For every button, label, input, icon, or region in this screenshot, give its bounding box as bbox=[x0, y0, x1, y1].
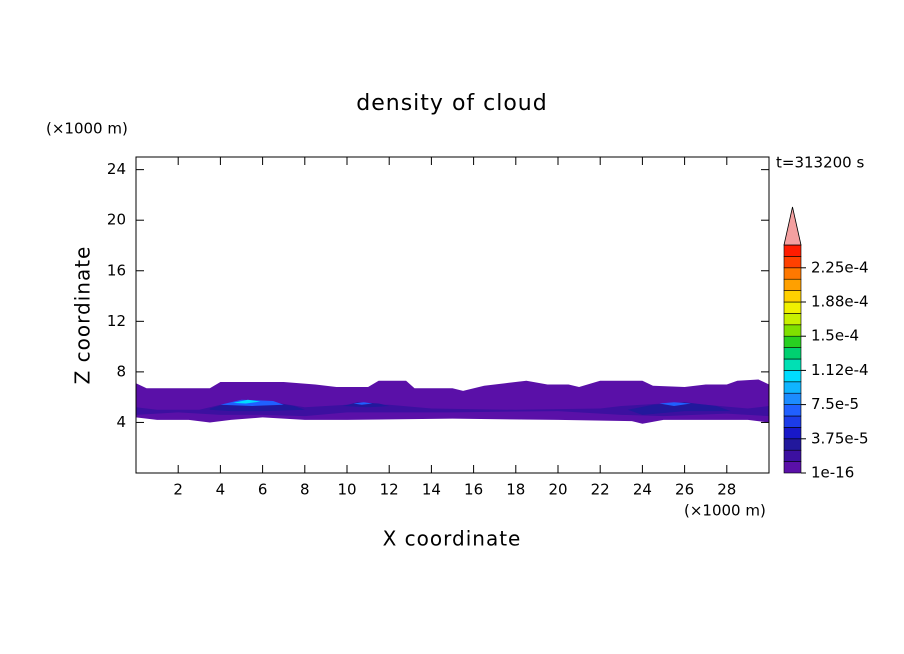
colorbar-band bbox=[783, 381, 802, 394]
colorbar-band bbox=[783, 347, 802, 360]
colorbar-band bbox=[783, 427, 802, 440]
y-tick-label: 8 bbox=[116, 362, 126, 380]
colorbar-band bbox=[783, 449, 802, 462]
y-tick-label: 24 bbox=[107, 160, 126, 178]
x-axis-title: X coordinate bbox=[383, 527, 522, 551]
plot-frame bbox=[135, 156, 770, 474]
contour-region bbox=[627, 402, 732, 415]
colorbar-band bbox=[783, 415, 802, 428]
contour-region bbox=[233, 399, 261, 404]
y-tick-label: 20 bbox=[107, 211, 126, 229]
x-tick-label: 22 bbox=[591, 481, 610, 499]
x-tick-label: 14 bbox=[422, 481, 441, 499]
colorbar-band bbox=[783, 438, 802, 451]
colorbar-tick-label: 1.88e-4 bbox=[811, 293, 869, 311]
y-tick-label: 4 bbox=[116, 413, 126, 431]
colorbar-tick-label: 2.25e-4 bbox=[811, 258, 869, 276]
contour-region bbox=[136, 379, 769, 424]
colorbar-band bbox=[783, 301, 802, 314]
colorbar-band bbox=[783, 267, 802, 280]
colorbar-tick-label: 3.75e-5 bbox=[811, 429, 869, 447]
contour-region bbox=[659, 402, 691, 407]
colorbar-band bbox=[783, 324, 802, 337]
x-tick-label: 26 bbox=[675, 481, 694, 499]
y-unit: (×1000 m) bbox=[46, 120, 128, 138]
colorbar-band bbox=[783, 313, 802, 326]
colorbar-band bbox=[783, 392, 802, 405]
x-tick-label: 6 bbox=[258, 481, 268, 499]
colorbar-band bbox=[783, 370, 802, 383]
x-tick-label: 2 bbox=[173, 481, 183, 499]
x-tick-label: 24 bbox=[633, 481, 652, 499]
colorbar-tick-label: 7.5e-5 bbox=[811, 395, 859, 413]
x-tick-label: 20 bbox=[548, 481, 567, 499]
x-unit: (×1000 m) bbox=[684, 502, 766, 520]
x-tick-label: 28 bbox=[717, 481, 736, 499]
colorbar-band bbox=[783, 244, 802, 257]
colorbar-band bbox=[783, 461, 802, 474]
time-label: t=313200 s bbox=[776, 154, 864, 172]
x-tick-label: 8 bbox=[300, 481, 310, 499]
y-tick-label: 12 bbox=[107, 312, 126, 330]
colorbar-band bbox=[783, 404, 802, 417]
x-tick-label: 12 bbox=[380, 481, 399, 499]
y-tick-label: 16 bbox=[107, 261, 126, 279]
colorbar-tick-label: 1.5e-4 bbox=[811, 327, 859, 345]
colorbar-extend bbox=[783, 206, 802, 246]
colorbar-band bbox=[783, 358, 802, 371]
contour-region bbox=[353, 402, 373, 405]
colorbar-tick-label: 1e-16 bbox=[811, 464, 854, 482]
contour-region bbox=[136, 400, 769, 417]
chart-title: density of cloud bbox=[356, 91, 547, 116]
colorbar-band bbox=[783, 290, 802, 303]
x-tick-label: 10 bbox=[337, 481, 356, 499]
colorbar-band bbox=[783, 335, 802, 348]
x-tick-label: 18 bbox=[506, 481, 525, 499]
colorbar-tick-label: 1.12e-4 bbox=[811, 361, 869, 379]
colorbar-band bbox=[783, 278, 802, 291]
y-axis-title: Z coordinate bbox=[71, 246, 95, 385]
x-tick-label: 4 bbox=[216, 481, 226, 499]
contour-region bbox=[220, 399, 284, 407]
colorbar-band bbox=[783, 256, 802, 269]
x-tick-label: 16 bbox=[464, 481, 483, 499]
